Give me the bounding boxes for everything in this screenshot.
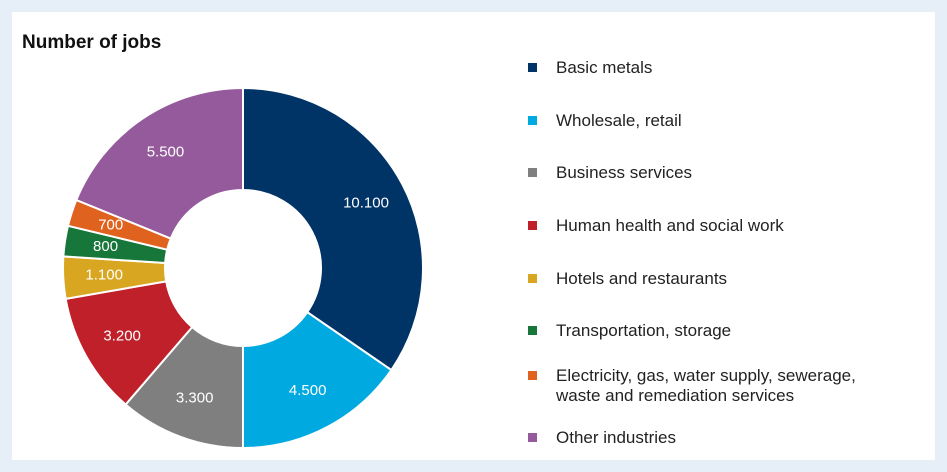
- legend-swatch: [528, 221, 537, 230]
- legend-item: Transportation, storage: [528, 321, 896, 341]
- chart-title: Number of jobs: [22, 32, 162, 53]
- data-label: 4.500: [289, 382, 327, 399]
- legend-item: Basic metals: [528, 58, 896, 78]
- legend-label: Electricity, gas, water supply, sewerage…: [556, 366, 856, 405]
- legend-item: Human health and social work: [528, 216, 896, 236]
- data-label: 3.300: [176, 389, 214, 406]
- legend-item: Hotels and restaurants: [528, 269, 896, 289]
- donut-segment: [242, 310, 393, 450]
- legend-label: Human health and social work: [556, 216, 784, 235]
- legend-label: Transportation, storage: [556, 321, 732, 340]
- legend-swatch: [528, 116, 537, 125]
- legend-swatch: [528, 274, 537, 283]
- data-label: 3.200: [103, 328, 141, 345]
- legend-label: Hotels and restaurants: [556, 269, 728, 288]
- legend-swatch: [528, 371, 537, 380]
- legend-swatch: [528, 326, 537, 335]
- data-label: 700: [98, 216, 123, 233]
- legend-swatch: [528, 168, 537, 177]
- legend-label: Basic metals: [556, 58, 653, 77]
- legend-item: Wholesale, retail: [528, 111, 896, 131]
- data-label: 1.100: [85, 266, 123, 283]
- data-label: 10.100: [343, 194, 389, 211]
- data-label: 5.500: [147, 144, 185, 161]
- legend-item: Other industries: [528, 428, 896, 448]
- legend-label: Business services: [556, 163, 693, 182]
- legend-item: Business services: [528, 163, 896, 183]
- legend-swatch: [528, 433, 537, 442]
- legend-swatch: [528, 63, 537, 72]
- legend-label: Other industries: [556, 428, 676, 447]
- legend-label: Wholesale, retail: [556, 111, 682, 130]
- donut-segment: [75, 86, 244, 240]
- data-label: 800: [93, 238, 118, 255]
- legend-item: Electricity, gas, water supply, sewerage…: [528, 366, 896, 406]
- donut-segment: [242, 86, 424, 372]
